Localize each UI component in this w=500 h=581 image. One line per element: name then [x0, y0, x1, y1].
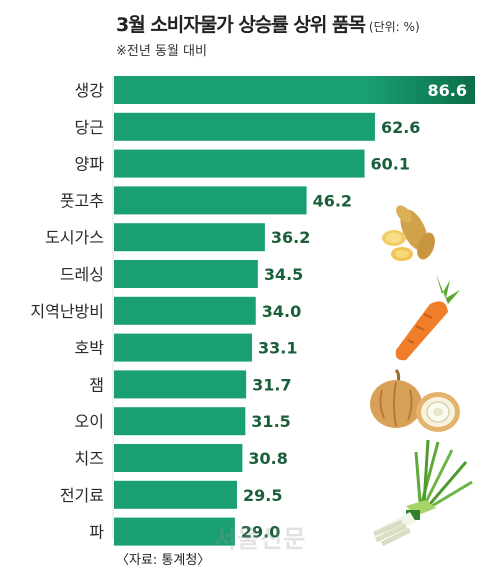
- bar: [114, 76, 475, 104]
- bar: [114, 112, 375, 141]
- category-label: 당근: [75, 118, 104, 137]
- category-label: 드레싱: [60, 265, 104, 284]
- category-label: 생강: [75, 81, 105, 100]
- category-label: 양파: [75, 155, 105, 174]
- bar: [114, 407, 246, 436]
- value-label: 29.5: [243, 486, 282, 505]
- onion-icon: [370, 368, 460, 432]
- value-label: 86.6: [428, 81, 467, 100]
- carrot-icon: [395, 274, 460, 361]
- unit-label: (단위: %): [368, 20, 420, 34]
- bar: [114, 480, 237, 509]
- value-label: 36.2: [271, 228, 310, 247]
- green-onion-icon: [373, 439, 473, 546]
- category-label: 풋고추: [60, 191, 104, 210]
- bar: [114, 260, 258, 288]
- value-label: 34.5: [264, 265, 303, 284]
- source-note: 〈자료: 통계청〉: [116, 553, 211, 568]
- value-label: 62.6: [381, 118, 420, 137]
- bar: [114, 444, 243, 472]
- chart-title-text: 3월 소비자물가 상승률 상위 품목: [116, 14, 366, 36]
- category-label: 지역난방비: [30, 302, 104, 321]
- bar: [114, 186, 307, 215]
- chart-title: 3월 소비자물가 상승률 상위 품목 (단위: %): [116, 10, 420, 37]
- value-label: 46.2: [313, 191, 352, 210]
- category-label: 오이: [75, 412, 104, 431]
- category-label: 도시가스: [45, 228, 104, 247]
- category-label: 호박: [75, 339, 105, 358]
- value-label: 60.1: [371, 155, 410, 174]
- bar: [114, 333, 252, 362]
- value-label: 30.8: [248, 449, 287, 468]
- value-label: 31.5: [251, 412, 290, 431]
- bars: 생강 86.6 당근 62.6 양파 60.1 풋고추 46.2 도시가스 36.2 드레싱 34.5…: [30, 76, 475, 546]
- value-label: 34.0: [262, 302, 301, 321]
- category-label: 치즈: [75, 449, 104, 468]
- bar: [114, 149, 365, 178]
- value-label: 31.7: [252, 375, 291, 394]
- category-label: 잼: [89, 375, 104, 394]
- chart-subtitle: ※전년 동월 대비: [116, 44, 207, 59]
- category-label: 파: [89, 523, 104, 542]
- bar: [114, 517, 235, 546]
- category-label: 전기료: [60, 486, 104, 505]
- ginger-icon: [382, 205, 435, 261]
- watermark-text: 서울신문: [214, 525, 307, 553]
- value-label: 29.0: [241, 523, 280, 542]
- value-label: 33.1: [258, 339, 297, 358]
- bar: [114, 223, 265, 252]
- bar: [114, 296, 256, 325]
- bar: [114, 370, 247, 399]
